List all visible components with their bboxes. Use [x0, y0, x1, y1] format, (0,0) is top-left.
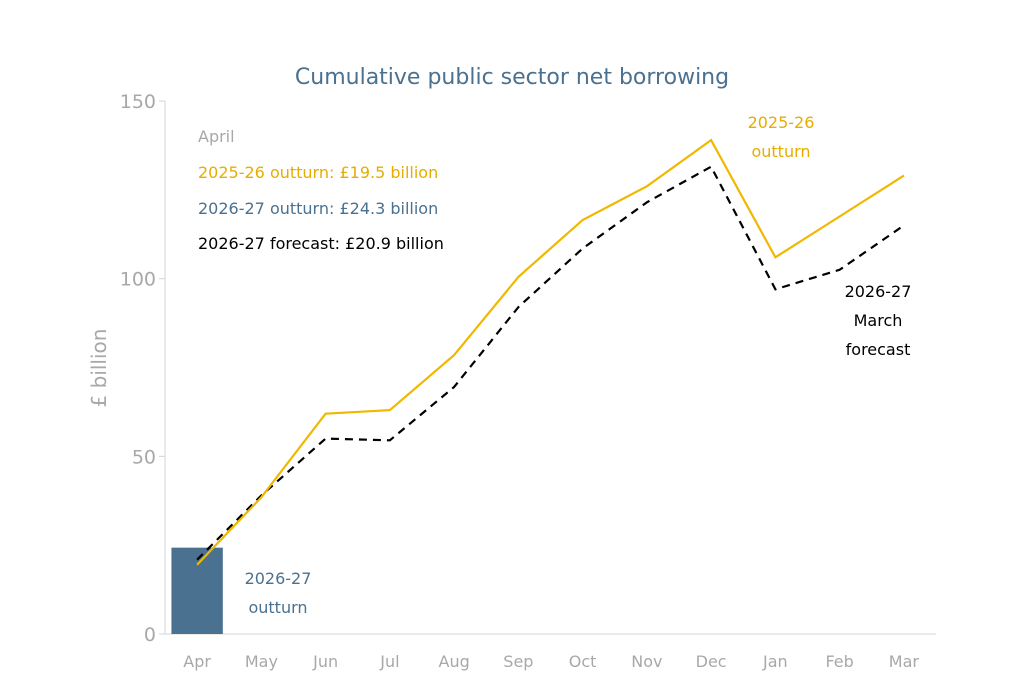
- legend-line-2026-forecast: 2026-27 forecast: £20.9 billion: [198, 234, 444, 253]
- y-tick-label: 50: [132, 446, 156, 468]
- label-bar-line2: outturn: [248, 598, 307, 617]
- x-tick-label: Aug: [439, 652, 470, 671]
- chart-title: Cumulative public sector net borrowing: [295, 65, 729, 90]
- legend-heading: April: [198, 127, 235, 146]
- label-2025-outturn-line2: outturn: [751, 142, 810, 161]
- x-tick-label: Sep: [503, 652, 533, 671]
- y-tick-label: 100: [120, 269, 156, 291]
- y-axis-label: £ billion: [87, 329, 111, 408]
- label-2025-outturn: 2025-26 outturn: [748, 113, 815, 161]
- x-tick-label: Dec: [696, 652, 727, 671]
- line-layer: [196, 138, 905, 566]
- x-axis: Apr May Jun Jul Aug Sep Oct Nov Dec Jan Feb Mar: [165, 633, 936, 671]
- x-tick-label: Mar: [889, 652, 920, 671]
- x-tick-label: Nov: [631, 652, 662, 671]
- label-bar-line1: 2026-27: [245, 569, 312, 588]
- legend-line-2025-outturn: 2025-26 outturn: £19.5 billion: [198, 163, 438, 182]
- label-forecast-line1: 2026-27: [845, 282, 912, 301]
- y-axis: 0 50 100 150: [120, 91, 166, 646]
- x-tick-label: Jan: [762, 652, 788, 671]
- x-tick-label: Jun: [312, 652, 338, 671]
- y-tick-label: 150: [120, 91, 156, 113]
- label-2026-forecast: 2026-27 March forecast: [845, 282, 912, 359]
- x-tick-label: Oct: [569, 652, 597, 671]
- x-tick-label: Feb: [825, 652, 853, 671]
- y-tick-label: 0: [144, 624, 156, 646]
- x-tick-label: Jul: [379, 652, 399, 671]
- label-forecast-line2: March: [854, 311, 903, 330]
- label-2025-outturn-line1: 2025-26: [748, 113, 815, 132]
- series-line-2026-forecast: [196, 165, 905, 561]
- bar-layer: [171, 547, 223, 634]
- x-tick-label: Apr: [183, 652, 211, 671]
- legend-line-2026-outturn: 2026-27 outturn: £24.3 billion: [198, 199, 438, 218]
- label-forecast-line3: forecast: [846, 340, 911, 359]
- legend-annotation: April 2025-26 outturn: £19.5 billion 202…: [198, 127, 444, 253]
- label-2026-outturn-bar: 2026-27 outturn: [245, 569, 312, 617]
- bar-2026-27-outturn: [171, 547, 223, 634]
- series-line-2025-outturn: [196, 138, 905, 566]
- x-tick-label: May: [245, 652, 278, 671]
